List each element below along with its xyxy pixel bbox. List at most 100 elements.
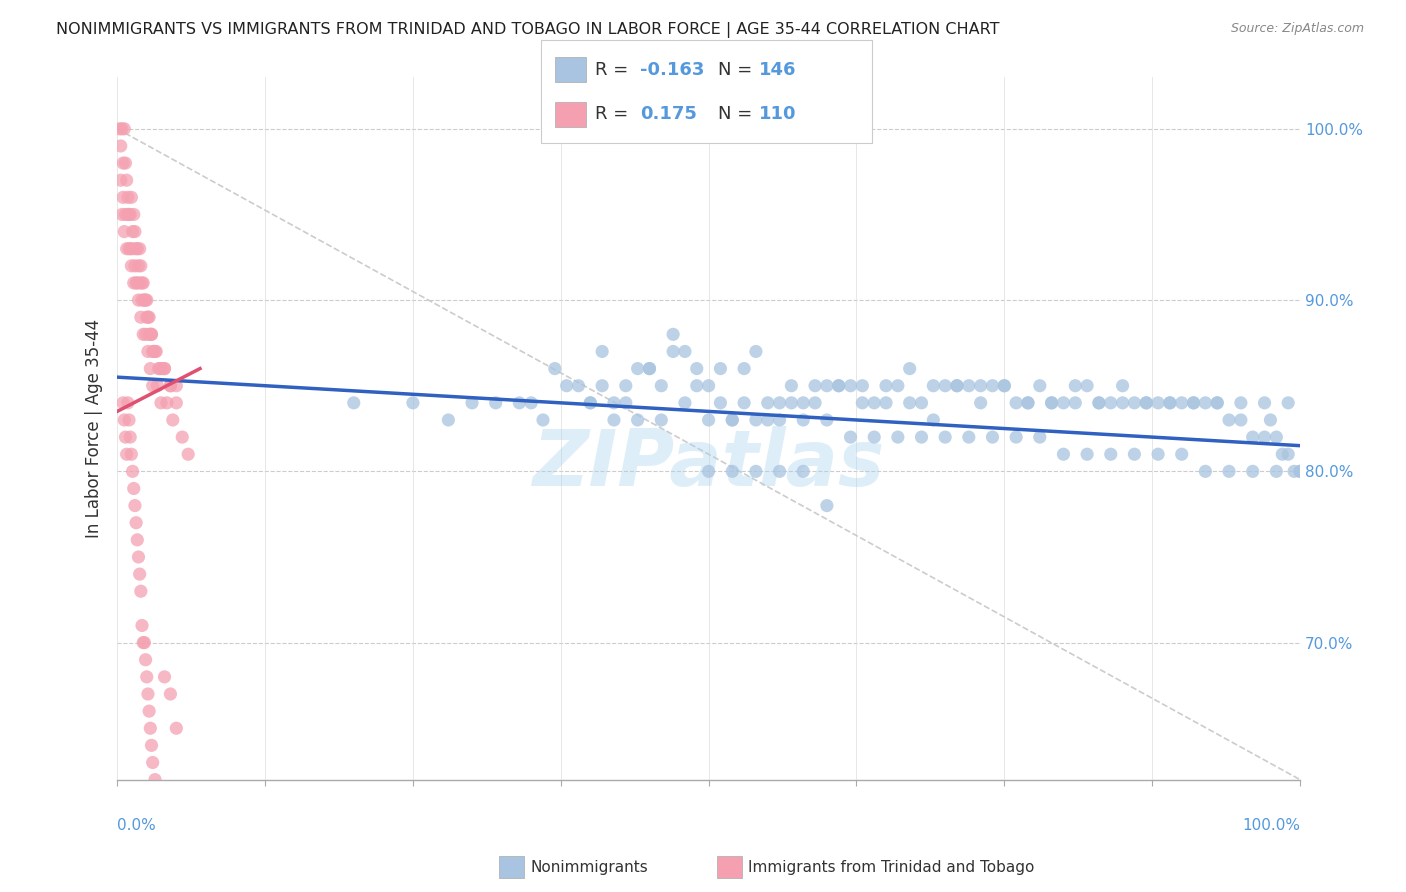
Point	[1111, 378, 1133, 392]
Point	[138, 310, 160, 325]
Point	[121, 242, 143, 256]
Point	[887, 378, 910, 392]
Point	[638, 361, 661, 376]
Point	[969, 378, 991, 392]
Point	[508, 396, 530, 410]
Point	[149, 396, 172, 410]
Point	[910, 396, 932, 410]
Point	[138, 327, 160, 342]
Point	[136, 687, 159, 701]
Point	[135, 310, 157, 325]
Text: N =: N =	[718, 61, 758, 78]
Point	[149, 361, 172, 376]
Point	[110, 173, 132, 187]
Point	[957, 378, 980, 392]
Point	[875, 396, 897, 410]
Point	[129, 259, 152, 273]
Point	[828, 378, 851, 392]
Point	[1265, 464, 1288, 478]
Point	[969, 396, 991, 410]
Point	[111, 121, 134, 136]
Text: 0.0%: 0.0%	[117, 818, 156, 833]
Point	[792, 413, 814, 427]
Point	[141, 739, 163, 753]
Point	[591, 344, 613, 359]
Point	[1253, 396, 1275, 410]
Point	[544, 361, 567, 376]
Text: 146: 146	[759, 61, 797, 78]
Point	[1182, 396, 1205, 410]
Point	[1194, 464, 1216, 478]
Point	[138, 704, 160, 718]
Point	[1135, 396, 1157, 410]
Point	[120, 259, 142, 273]
Point	[129, 310, 152, 325]
Point	[603, 396, 626, 410]
Point	[1282, 464, 1305, 478]
Point	[115, 447, 138, 461]
Point	[150, 361, 173, 376]
Point	[780, 378, 803, 392]
Point	[132, 635, 155, 649]
Text: N =: N =	[718, 105, 758, 123]
Point	[159, 687, 181, 701]
Point	[1099, 447, 1122, 461]
Point	[122, 482, 145, 496]
Point	[143, 344, 166, 359]
Point	[792, 464, 814, 478]
Point	[1040, 396, 1063, 410]
Point	[898, 361, 921, 376]
Point	[1147, 396, 1170, 410]
Point	[686, 378, 709, 392]
Point	[1230, 413, 1253, 427]
Point	[165, 721, 187, 735]
Point	[125, 242, 148, 256]
Point	[1052, 447, 1074, 461]
Point	[745, 344, 768, 359]
Point	[1206, 396, 1229, 410]
Point	[875, 378, 897, 392]
Point	[1159, 396, 1181, 410]
Point	[579, 396, 602, 410]
Point	[120, 447, 142, 461]
Point	[1289, 464, 1312, 478]
Point	[531, 413, 554, 427]
Point	[839, 378, 862, 392]
Point	[993, 378, 1015, 392]
Point	[172, 430, 194, 444]
Point	[125, 516, 148, 530]
Point	[721, 413, 744, 427]
Point	[118, 413, 141, 427]
Point	[1135, 396, 1157, 410]
Point	[112, 225, 135, 239]
Point	[1123, 447, 1146, 461]
Point	[121, 225, 143, 239]
Point	[1230, 396, 1253, 410]
Point	[135, 670, 157, 684]
Point	[1017, 396, 1039, 410]
Point	[120, 207, 142, 221]
Point	[627, 413, 650, 427]
Point	[697, 464, 720, 478]
Point	[115, 173, 138, 187]
Point	[1017, 396, 1039, 410]
Point	[709, 396, 731, 410]
Point	[1241, 464, 1264, 478]
Point	[141, 327, 163, 342]
Point	[136, 344, 159, 359]
Point	[851, 378, 873, 392]
Point	[1241, 430, 1264, 444]
Point	[134, 635, 156, 649]
Point	[520, 396, 543, 410]
Point	[120, 242, 142, 256]
Text: Source: ZipAtlas.com: Source: ZipAtlas.com	[1230, 22, 1364, 36]
Point	[437, 413, 460, 427]
Point	[135, 653, 157, 667]
Point	[1170, 396, 1192, 410]
Point	[1170, 447, 1192, 461]
Point	[118, 207, 141, 221]
Point	[922, 413, 945, 427]
Point	[839, 430, 862, 444]
Point	[1005, 430, 1028, 444]
Point	[117, 190, 139, 204]
